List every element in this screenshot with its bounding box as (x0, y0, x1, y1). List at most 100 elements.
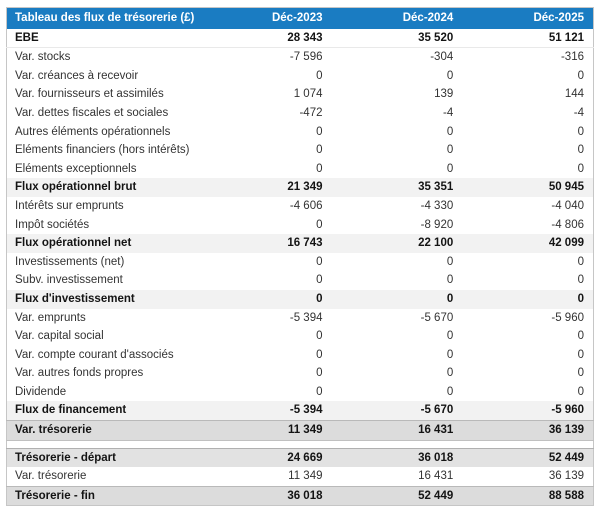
cell-value: 0 (446, 144, 454, 157)
cell-value: 0 (316, 144, 323, 157)
table-header: Tableau des flux de trésorerie (£) Déc-2… (6, 7, 594, 29)
table-row: Trésorerie - fin 36 018 52 449 88 588 (6, 486, 594, 506)
cell-value: 0 (316, 69, 323, 82)
cell-value: 0 (577, 69, 584, 82)
table-row: Dividende 0 0 0 (7, 383, 594, 402)
row-label: Intérêts sur emprunts (15, 199, 124, 212)
cell-value: -5 394 (289, 311, 323, 324)
table-row: Eléments exceptionnels 0 0 0 (7, 160, 594, 179)
cell-value: 139 (434, 88, 454, 101)
cell-value: 42 099 (548, 237, 584, 250)
table-row: Intérêts sur emprunts -4 606 -4 330 -4 040 (7, 197, 594, 216)
cell-value: 0 (316, 162, 323, 175)
row-label: Var. capital social (15, 330, 104, 343)
column-header-dec-2023: Déc-2023 (200, 7, 332, 29)
cell-value: 51 121 (462, 28, 594, 49)
row-label: Trésorerie - fin (15, 489, 95, 502)
row-label: Var. emprunts (15, 311, 86, 324)
cell-value: 0 (316, 330, 323, 343)
row-label: Eléments exceptionnels (15, 162, 137, 175)
cell-value: 144 (564, 88, 584, 101)
cell-value: 0 (446, 125, 454, 138)
row-label: Autres éléments opérationnels (15, 125, 171, 138)
cell-value: 0 (316, 218, 323, 231)
cell-value: -4 040 (551, 199, 584, 212)
cell-value: 0 (446, 330, 454, 343)
cell-value: 22 100 (418, 237, 454, 250)
cell-value: 0 (446, 255, 454, 268)
row-label: Var. trésorerie (15, 424, 92, 437)
table-row: Var. fournisseurs et assimilés 1 074 139 14… (7, 85, 594, 104)
cell-value: -4 (443, 106, 454, 119)
cell-value: -7 596 (289, 51, 323, 64)
cell-value: 24 669 (287, 451, 323, 464)
cell-value: 0 (577, 367, 584, 380)
cell-value: 88 588 (548, 489, 584, 502)
table-header-row: Tableau des flux de trésorerie (£) Déc-2… (6, 7, 594, 29)
cell-value: 0 (577, 125, 584, 138)
section-gap-cell (6, 439, 594, 449)
cell-value: 0 (577, 385, 584, 398)
cell-value: 52 449 (418, 489, 454, 502)
row-label: Eléments financiers (hors intérêts) (15, 144, 190, 157)
table-row: Var. stocks -7 596 -304 -316 (7, 48, 594, 67)
cell-value: 0 (316, 274, 323, 287)
cell-value: -316 (560, 51, 584, 64)
cell-value: 36 139 (548, 470, 584, 483)
column-header-dec-2025: Déc-2025 (462, 7, 594, 29)
cell-value: -4 (573, 106, 584, 119)
cell-value: 0 (577, 292, 584, 305)
cell-value: 0 (577, 348, 584, 361)
cell-value: -472 (299, 106, 323, 119)
cell-value: 0 (446, 292, 454, 305)
cell-value: -8 920 (420, 218, 454, 231)
cell-value: 0 (316, 292, 323, 305)
cell-value: 0 (316, 255, 323, 268)
cell-value: 0 (577, 255, 584, 268)
table-row: Flux d'investissement 0 0 0 (6, 289, 594, 309)
cash-flow-table: Tableau des flux de trésorerie (£) Déc-2… (6, 7, 594, 506)
row-label: Var. trésorerie (15, 470, 87, 483)
cell-value: 16 743 (287, 237, 323, 250)
row-label: Subv. investissement (15, 274, 123, 287)
row-label: Var. stocks (15, 51, 71, 64)
cell-value: 0 (316, 385, 323, 398)
row-label: EBE (6, 28, 201, 49)
table-row: Var. emprunts -5 394 -5 670 -5 960 (7, 309, 594, 328)
cell-value: 1 074 (293, 88, 323, 101)
cell-value: 28 343 (200, 28, 332, 49)
row-label: Flux d'investissement (15, 292, 135, 305)
table-row: Var. autres fonds propres 0 0 0 (7, 364, 594, 383)
cell-value: 52 449 (548, 451, 584, 464)
cell-value: 16 431 (418, 470, 454, 483)
table-row: Var. compte courant d'associés 0 0 0 (7, 346, 594, 365)
table-row: Flux opérationnel brut 21 349 35 351 50 945 (6, 178, 594, 197)
table-row: Var. capital social 0 0 0 (7, 327, 594, 346)
cell-value: 0 (577, 162, 584, 175)
row-label: Var. compte courant d'associés (15, 348, 174, 361)
row-label: Impôt sociétés (15, 218, 90, 231)
table-row: Investissements (net) 0 0 0 (7, 253, 594, 272)
cell-value: 0 (446, 162, 454, 175)
row-label: Investissements (net) (15, 255, 125, 268)
table-row: Trésorerie - départ 24 669 36 018 52 449 (6, 448, 594, 468)
cell-value: 0 (446, 367, 454, 380)
cell-value: 0 (577, 330, 584, 343)
row-label: Flux opérationnel brut (15, 181, 137, 194)
row-label: Var. dettes fiscales et sociales (15, 106, 169, 119)
cell-value: -5 960 (551, 311, 584, 324)
cell-value: 11 349 (287, 424, 323, 437)
table-row: Var. trésorerie 11 349 16 431 36 139 (7, 467, 594, 486)
table-body: EBE 28 343 35 520 51 121 Var. stocks -7 596 -3… (6, 28, 594, 506)
table-row: Impôt sociétés 0 -8 920 -4 806 (7, 216, 594, 235)
cell-value: 0 (316, 348, 323, 361)
row-label: Var. autres fonds propres (15, 367, 144, 380)
table-row: Flux opérationnel net 16 743 22 100 42 099 (6, 234, 594, 253)
cell-value: -5 670 (420, 404, 454, 417)
cash-flow-report: Tableau des flux de trésorerie (£) Déc-2… (6, 7, 594, 506)
cell-value: 36 139 (548, 424, 584, 437)
cell-value: -5 394 (289, 404, 323, 417)
cell-value: 0 (446, 348, 454, 361)
table-row: EBE 28 343 35 520 51 121 (6, 28, 594, 49)
row-label: Flux de financement (15, 404, 127, 417)
